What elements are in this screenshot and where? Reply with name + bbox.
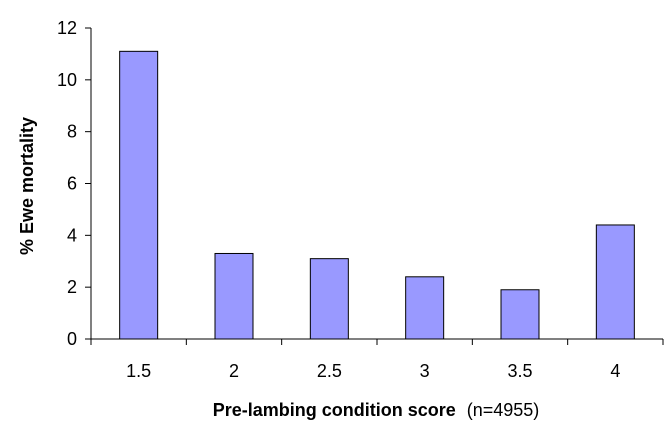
x-tick-label: 1.5 — [126, 361, 151, 381]
x-tick-label: 2.5 — [317, 361, 342, 381]
y-axis-title: % Ewe mortality — [17, 117, 37, 255]
y-tick-label: 0 — [67, 329, 77, 349]
x-axis-title-main: Pre-lambing condition score — [213, 400, 456, 420]
x-tick-label: 3 — [420, 361, 430, 381]
bar-2 — [214, 252, 254, 340]
x-tick-label: 2 — [229, 361, 239, 381]
x-tick-label: 3.5 — [507, 361, 532, 381]
bar-4 — [595, 224, 635, 340]
y-tick-label: 8 — [67, 122, 77, 142]
x-tick-label: 4 — [610, 361, 620, 381]
y-axis-ticks: 0 2 4 6 8 10 12 — [57, 18, 91, 349]
bars — [119, 50, 635, 340]
y-tick-label: 2 — [67, 277, 77, 297]
bar-3.5 — [500, 289, 540, 340]
bar-3 — [405, 276, 445, 340]
x-axis-title: Pre-lambing condition score (n=4955) — [213, 400, 540, 420]
bar-2.5 — [309, 258, 349, 340]
y-tick-label: 12 — [57, 18, 77, 38]
y-tick-label: 4 — [67, 225, 77, 245]
x-axis-ticks: 1.5 2 2.5 3 3.5 4 — [90, 339, 664, 381]
y-tick-label: 6 — [67, 174, 77, 194]
x-axis-title-note: (n=4955) — [467, 400, 540, 420]
bar-1.5 — [119, 50, 159, 340]
y-tick-label: 10 — [57, 70, 77, 90]
